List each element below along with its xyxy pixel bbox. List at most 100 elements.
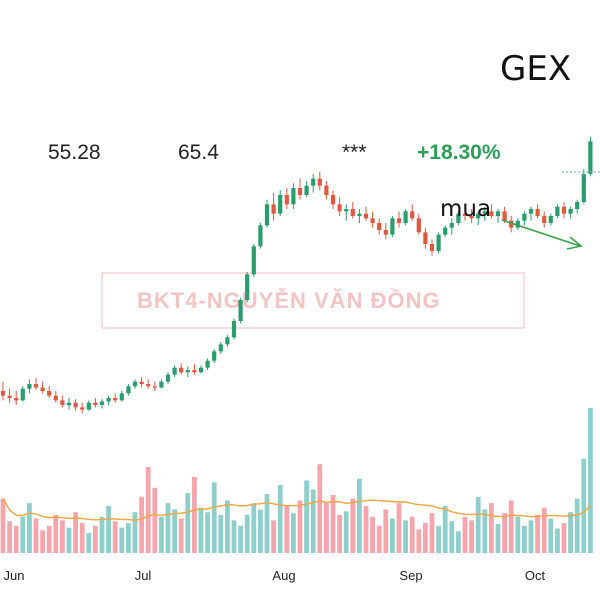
candle-body <box>119 393 124 401</box>
volume-bar <box>284 505 290 553</box>
volume-bar <box>198 507 204 553</box>
candle-body <box>469 216 474 219</box>
volume-bar <box>588 408 593 553</box>
candle-body <box>495 211 501 216</box>
candle-body <box>403 211 408 223</box>
candle-body <box>27 384 32 389</box>
candle-body <box>225 337 230 345</box>
volume-bar <box>192 476 197 553</box>
candle-body <box>344 209 349 212</box>
candle-body <box>383 230 388 235</box>
volume-bar <box>502 513 507 553</box>
volume-bar <box>46 525 52 553</box>
candle-body <box>53 395 58 401</box>
candle-body <box>245 274 250 300</box>
volume-bar <box>522 525 527 553</box>
volume-bar <box>112 521 118 553</box>
month-label-jul: Jul <box>135 568 152 583</box>
candle-body <box>449 223 454 228</box>
volume-bar <box>119 527 125 553</box>
volume-bar <box>423 523 428 553</box>
volume-bar <box>152 487 158 553</box>
candle-body <box>0 391 6 396</box>
candle-body <box>218 344 223 352</box>
volume-bar <box>27 503 32 553</box>
volume-bar <box>304 480 309 553</box>
volume-bar <box>231 520 237 553</box>
volume-bar <box>178 518 184 553</box>
candle-body <box>443 227 448 235</box>
volume-bar <box>264 494 270 553</box>
candle-body <box>489 211 494 216</box>
volume-bar <box>132 512 138 553</box>
volume-bar <box>495 524 501 553</box>
price-candles <box>0 136 593 414</box>
volume-bar <box>33 518 39 553</box>
volume-bar <box>350 498 356 553</box>
watermark-box <box>101 272 525 329</box>
candle-body <box>113 398 118 401</box>
candle-body <box>462 213 468 216</box>
candle-body <box>568 209 573 214</box>
volume-bar <box>363 505 369 553</box>
candle-body <box>390 218 395 235</box>
candle-body <box>456 213 461 223</box>
volume-bar <box>482 509 488 553</box>
volume-bars <box>0 408 593 553</box>
volume-bar <box>205 512 210 553</box>
volume-bar <box>508 500 514 553</box>
candle-body <box>198 367 204 373</box>
candle-body <box>40 387 45 391</box>
volume-bar <box>86 533 92 553</box>
volume-bar <box>396 503 402 553</box>
volume-ma-line <box>2 498 591 522</box>
candle-body <box>80 407 85 410</box>
volume-bar <box>429 513 435 553</box>
candle-body <box>555 206 560 216</box>
candle-body <box>548 216 553 223</box>
candle-body <box>159 381 164 388</box>
volume-bar <box>66 527 72 553</box>
volume-bar <box>403 520 408 553</box>
volume-bar <box>541 507 547 553</box>
candle-body <box>73 402 78 408</box>
candle-body <box>139 381 144 384</box>
volume-bar <box>73 512 78 553</box>
volume-bar <box>258 509 263 553</box>
candle-body <box>324 185 329 195</box>
candle-body <box>330 195 336 205</box>
candle-body <box>357 213 362 216</box>
volume-bar <box>370 516 375 553</box>
candle-body <box>99 401 105 405</box>
volume-bar <box>449 521 455 553</box>
candle-body <box>528 209 534 214</box>
volume-bar <box>436 525 441 553</box>
stat-3: *** <box>342 141 367 164</box>
volume-bar <box>244 514 250 553</box>
candle-body <box>363 213 369 219</box>
volume-bar <box>251 503 257 553</box>
volume-bar <box>297 500 303 553</box>
change-percent: +18.30% <box>417 141 501 164</box>
volume-bar <box>79 523 85 553</box>
candle-body <box>575 202 580 209</box>
candle-body <box>297 188 303 195</box>
candle-body <box>152 386 157 388</box>
candle-body <box>284 195 289 205</box>
volume-bar <box>93 525 98 553</box>
volume-bar <box>238 525 243 553</box>
volume-bar <box>139 496 144 553</box>
volume-bar <box>568 512 573 553</box>
candle-body <box>106 398 111 402</box>
candle-body <box>482 211 487 214</box>
volume-bar <box>277 485 283 553</box>
stat-1: 55.28 <box>48 141 101 164</box>
volume-bar <box>330 495 336 553</box>
candle-body <box>502 211 507 221</box>
candle-body <box>231 321 237 338</box>
volume-bar <box>185 493 191 553</box>
candle-body <box>515 220 520 228</box>
candle-body <box>561 206 567 214</box>
candle-body <box>192 370 197 373</box>
